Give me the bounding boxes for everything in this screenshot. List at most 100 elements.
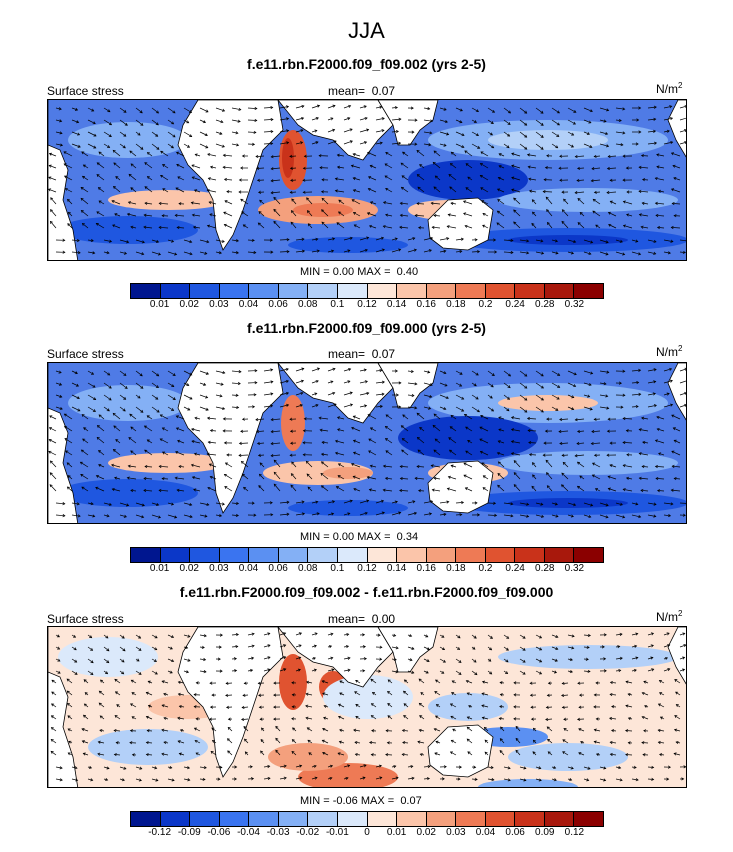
vector-arrowhead (283, 644, 287, 648)
vector-arrow (659, 692, 665, 696)
vector-arrowhead (497, 176, 501, 180)
vector-arrow (546, 726, 553, 732)
vector-arrowhead (593, 154, 597, 158)
vector-arrowhead (369, 164, 373, 168)
vector-arrow (295, 117, 304, 121)
vector-arrowhead (531, 462, 535, 466)
vector-arrow (183, 251, 193, 255)
vector-arrow (191, 464, 201, 468)
vector-arrowhead (510, 452, 515, 456)
vector-arrowhead (270, 392, 274, 396)
vector-arrowhead (638, 368, 642, 372)
vector-arrowhead (546, 693, 550, 697)
vector-arrow (290, 484, 297, 492)
vector-arrowhead (238, 107, 242, 111)
vector-arrow (481, 705, 489, 708)
vector-arrowhead (642, 440, 646, 444)
vector-arrow (343, 669, 351, 672)
vector-arrow (434, 691, 441, 696)
vector-arrowhead (666, 777, 670, 781)
vector-arrowhead (609, 716, 613, 721)
vector-arrow (51, 679, 57, 684)
vector-arrowhead (98, 702, 102, 706)
vector-arrowhead (641, 416, 645, 420)
vector-arrowhead (205, 407, 209, 411)
vector-arrow (671, 227, 681, 229)
vector-arrow (115, 176, 121, 181)
vector-arrowhead (155, 110, 160, 114)
vector-arrowhead (554, 658, 558, 662)
vector-arrow (679, 632, 685, 636)
vector-arrow (279, 392, 289, 396)
vector-arrow (391, 130, 399, 133)
vector-arrow (497, 210, 505, 217)
vector-arrowhead (473, 765, 477, 769)
vector-arrowhead (571, 407, 575, 411)
vector-arrowhead (622, 515, 626, 519)
vector-arrowhead (499, 738, 503, 742)
vector-arrowhead (562, 739, 566, 743)
vector-arrow (511, 153, 521, 157)
vector-arrowhead (477, 513, 481, 517)
vector-arrowhead (684, 391, 686, 395)
vector-arrow (647, 632, 654, 636)
vector-arrowhead (638, 106, 642, 110)
vector-arrowhead (250, 777, 255, 781)
vector-arrowhead (618, 381, 622, 385)
vector-arrowhead (419, 753, 423, 757)
vector-arrow (98, 414, 105, 420)
vector-arrowhead (428, 406, 432, 410)
vector-arrowhead (353, 728, 357, 732)
vector-arrowhead (590, 371, 594, 375)
vector-arrowhead (477, 145, 481, 149)
vector-arrowhead (658, 452, 662, 456)
vector-arrow (400, 214, 409, 217)
vector-arrowhead (507, 396, 511, 400)
vector-arrow (562, 751, 569, 756)
vector-arrow (210, 166, 217, 169)
vector-arrowhead (590, 179, 594, 183)
vector-arrow (199, 406, 209, 411)
vector-arrowhead (379, 368, 383, 373)
vector-arrowhead (240, 429, 244, 433)
vector-arrowhead (106, 408, 110, 412)
vector-arrow (256, 430, 265, 433)
vector-arrow (631, 393, 641, 396)
vector-arrowhead (627, 717, 631, 721)
vector-arrow (119, 634, 125, 639)
vector-arrow (50, 221, 57, 229)
colorbar-tick-label: -0.04 (237, 827, 260, 838)
vector-arrow (279, 777, 287, 780)
vector-arrow (467, 716, 473, 720)
vector-arrow (608, 212, 617, 217)
vector-arrowhead (163, 692, 167, 696)
vector-arrowhead (363, 105, 367, 109)
vector-arrow (177, 227, 185, 229)
vector-arrowhead (380, 236, 385, 240)
vector-arrow (391, 118, 401, 121)
vector-arrow (55, 119, 62, 122)
vector-arrowhead (418, 678, 422, 682)
vector-arrowhead (603, 119, 607, 123)
vector-arrowhead (686, 117, 687, 120)
vector-arrow (609, 464, 617, 468)
vector-arrow (599, 239, 609, 243)
vector-arrowhead (561, 220, 565, 224)
vector-arrowhead (269, 238, 273, 242)
vector-arrow (471, 670, 478, 675)
vector-arrow (87, 370, 94, 375)
panel-title-2: f.e11.rbn.F2000.f09_f09.000 (yrs 2-5) (247, 320, 486, 336)
vector-arrow (471, 251, 480, 253)
vector-arrowhead (651, 765, 655, 769)
vector-arrow (679, 368, 686, 372)
vector-arrowhead (443, 765, 447, 769)
vector-arrowhead (256, 441, 261, 446)
vector-arrowhead (480, 414, 484, 418)
vector-arrow (663, 380, 673, 384)
vector-arrowhead (193, 488, 197, 492)
vector-arrowhead (491, 778, 495, 782)
vector-arrowhead (83, 427, 87, 431)
vector-arrow (353, 488, 361, 492)
vector-arrowhead (379, 141, 383, 145)
vector-arrow (55, 131, 63, 134)
